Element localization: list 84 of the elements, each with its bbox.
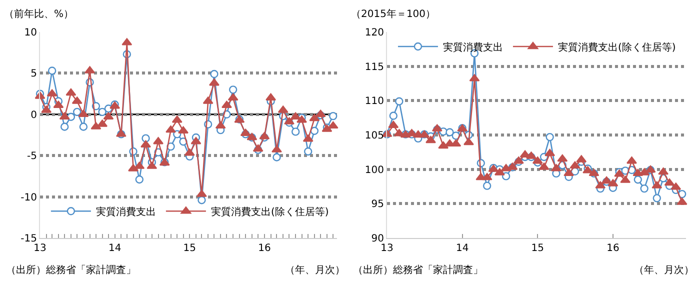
point bbox=[196, 190, 207, 197]
point bbox=[640, 184, 648, 193]
point bbox=[128, 164, 138, 172]
point bbox=[66, 88, 76, 96]
point bbox=[210, 70, 218, 78]
point bbox=[198, 196, 206, 204]
text: （年、月次） bbox=[634, 264, 694, 276]
point bbox=[446, 128, 454, 136]
point bbox=[389, 112, 398, 120]
point bbox=[304, 147, 312, 156]
point bbox=[634, 176, 642, 184]
point bbox=[395, 97, 404, 106]
point bbox=[532, 156, 543, 164]
y-axis-title: （前年比、%） bbox=[4, 8, 74, 20]
y-tick-label: 10 bbox=[24, 28, 37, 38]
point bbox=[284, 117, 294, 124]
x-tick-label: 14 bbox=[456, 243, 469, 254]
point bbox=[140, 140, 151, 148]
point bbox=[652, 194, 661, 202]
point bbox=[658, 167, 669, 175]
point bbox=[228, 93, 238, 101]
x-tick-label: 15 bbox=[531, 243, 544, 254]
point bbox=[328, 121, 338, 129]
point bbox=[60, 122, 69, 131]
point bbox=[135, 175, 144, 184]
y-tick-label: 0 bbox=[30, 110, 37, 121]
legend-label: 実質消費支出 bbox=[442, 41, 503, 54]
point bbox=[482, 182, 492, 190]
point bbox=[228, 86, 238, 94]
point bbox=[272, 153, 281, 162]
legend-label: 実質消費支出 bbox=[96, 206, 156, 218]
text: （出所）総務省「家計調査」 bbox=[353, 264, 483, 276]
x-tick-label: 16 bbox=[606, 243, 620, 254]
x-tick-label: 15 bbox=[183, 243, 196, 254]
y-tick-label: 120 bbox=[364, 28, 384, 38]
y-tick-label: 95 bbox=[371, 199, 384, 210]
y-tick-label: 90 bbox=[371, 234, 384, 244]
point bbox=[310, 126, 319, 135]
y-tick-label: 105 bbox=[364, 130, 384, 142]
point bbox=[209, 78, 220, 86]
point bbox=[190, 136, 202, 144]
point bbox=[166, 125, 176, 133]
y-tick-label: 110 bbox=[364, 96, 384, 108]
point bbox=[98, 108, 106, 116]
point bbox=[292, 128, 300, 136]
y-tick-label: 115 bbox=[364, 62, 384, 73]
text: （年、月次） bbox=[285, 264, 345, 276]
point bbox=[309, 114, 320, 122]
legend-label: 実質消費支出(除く住居等) bbox=[210, 206, 329, 218]
y-tick-label: -10 bbox=[20, 192, 37, 204]
y-tick-label: 100 bbox=[364, 164, 384, 176]
point bbox=[564, 168, 574, 176]
y-axis-title: （2015年＝100） bbox=[351, 8, 436, 20]
point bbox=[463, 138, 474, 146]
point bbox=[266, 93, 276, 101]
point bbox=[438, 141, 449, 149]
point bbox=[664, 178, 675, 186]
point bbox=[142, 134, 150, 142]
point bbox=[222, 100, 232, 108]
point bbox=[153, 136, 164, 144]
point bbox=[178, 126, 188, 134]
text: （出所）総務省「家計調査」 bbox=[6, 264, 136, 276]
point bbox=[79, 122, 88, 131]
x-tick-label: 13 bbox=[380, 243, 394, 254]
point bbox=[502, 172, 510, 180]
point bbox=[482, 172, 492, 180]
point bbox=[557, 154, 568, 162]
x-tick-label: 14 bbox=[108, 243, 122, 254]
point bbox=[215, 121, 226, 129]
point bbox=[426, 136, 436, 144]
point bbox=[526, 152, 536, 159]
legend-label: 実質消費支出(除く住居等) bbox=[558, 41, 676, 54]
point bbox=[329, 112, 338, 120]
point bbox=[626, 156, 637, 164]
point bbox=[544, 148, 556, 156]
y-tick-label: 5 bbox=[30, 68, 37, 80]
point bbox=[48, 66, 56, 75]
y-tick-label: -15 bbox=[20, 234, 37, 244]
point bbox=[272, 145, 282, 152]
x-tick-label: 13 bbox=[34, 243, 46, 254]
y-tick-label: -5 bbox=[27, 151, 37, 162]
point bbox=[73, 108, 82, 116]
x-tick-label: 16 bbox=[258, 243, 271, 254]
point bbox=[546, 132, 554, 142]
